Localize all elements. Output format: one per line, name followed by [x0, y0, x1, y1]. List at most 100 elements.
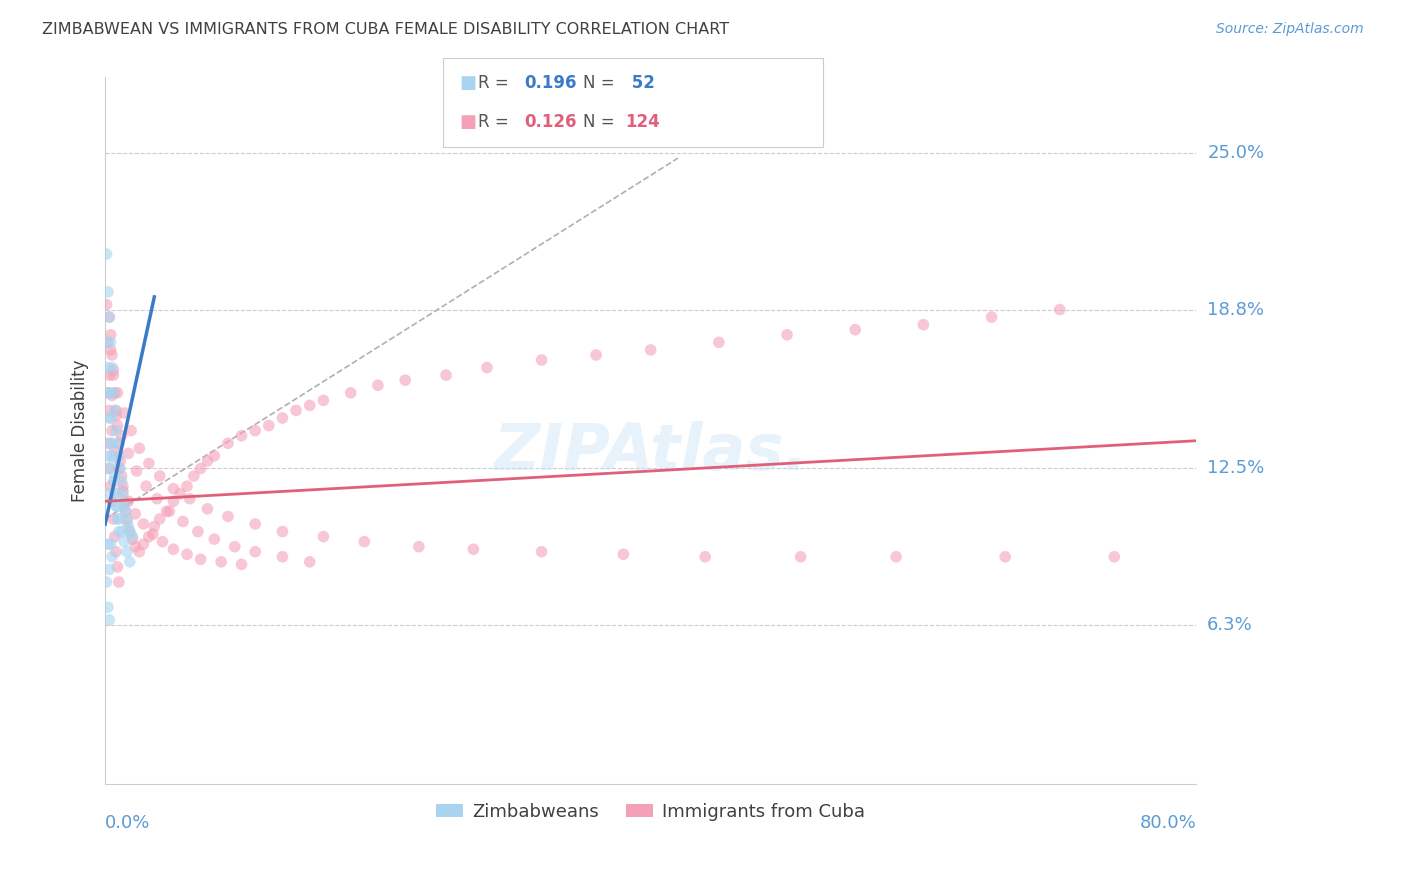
- Point: [176, 479, 198, 493]
- Text: 6.3%: 6.3%: [1208, 615, 1253, 634]
- Point: [96, 247, 118, 261]
- Point: [339, 385, 361, 400]
- Point: [197, 501, 219, 516]
- Point: [97, 385, 120, 400]
- Point: [209, 555, 232, 569]
- Point: [152, 534, 174, 549]
- Point: [100, 327, 122, 342]
- Point: [103, 512, 125, 526]
- Point: [101, 348, 124, 362]
- Point: [118, 524, 141, 539]
- Point: [1104, 549, 1126, 564]
- Point: [104, 486, 127, 500]
- Point: [108, 461, 131, 475]
- Point: [149, 512, 172, 526]
- Point: [111, 486, 134, 500]
- Point: [612, 547, 634, 561]
- Point: [103, 368, 125, 383]
- Text: R =: R =: [478, 113, 515, 131]
- Point: [98, 385, 121, 400]
- Point: [434, 368, 457, 383]
- Text: 12.5%: 12.5%: [1208, 459, 1264, 477]
- Point: [97, 335, 120, 350]
- Point: [110, 524, 132, 539]
- Point: [100, 479, 122, 493]
- Point: [132, 537, 155, 551]
- Point: [97, 285, 120, 299]
- Point: [245, 545, 267, 559]
- Point: [108, 454, 131, 468]
- Point: [640, 343, 662, 357]
- Legend: Zimbabweans, Immigrants from Cuba: Zimbabweans, Immigrants from Cuba: [429, 796, 872, 828]
- Point: [98, 562, 121, 576]
- Point: [100, 537, 122, 551]
- Point: [97, 600, 120, 615]
- Point: [100, 335, 122, 350]
- Point: [112, 406, 135, 420]
- Point: [118, 524, 141, 539]
- Point: [157, 504, 180, 518]
- Point: [101, 424, 124, 438]
- Point: [117, 494, 139, 508]
- Point: [114, 504, 136, 518]
- Point: [111, 479, 134, 493]
- Point: [107, 385, 129, 400]
- Point: [107, 418, 129, 433]
- Text: Source: ZipAtlas.com: Source: ZipAtlas.com: [1216, 22, 1364, 37]
- Point: [118, 555, 141, 569]
- Point: [187, 524, 209, 539]
- Point: [105, 545, 128, 559]
- Point: [108, 574, 131, 589]
- Point: [408, 540, 430, 554]
- Point: [107, 512, 129, 526]
- Point: [789, 549, 811, 564]
- Text: ZIPAtlas.: ZIPAtlas.: [494, 421, 808, 483]
- Point: [98, 310, 121, 325]
- Point: [202, 532, 225, 546]
- Text: ZIMBABWEAN VS IMMIGRANTS FROM CUBA FEMALE DISABILITY CORRELATION CHART: ZIMBABWEAN VS IMMIGRANTS FROM CUBA FEMAL…: [42, 22, 730, 37]
- Point: [707, 335, 730, 350]
- Point: [107, 436, 129, 450]
- Point: [97, 436, 120, 450]
- Point: [101, 449, 124, 463]
- Point: [271, 524, 294, 539]
- Point: [111, 484, 134, 499]
- Point: [143, 519, 166, 533]
- Text: 124: 124: [626, 113, 661, 131]
- Point: [103, 385, 125, 400]
- Point: [104, 469, 127, 483]
- Text: 0.0%: 0.0%: [105, 814, 150, 832]
- Point: [231, 428, 253, 442]
- Point: [117, 446, 139, 460]
- Point: [162, 542, 184, 557]
- Point: [107, 560, 129, 574]
- Point: [98, 486, 121, 500]
- Point: [257, 418, 280, 433]
- Point: [183, 469, 205, 483]
- Point: [107, 500, 129, 514]
- Point: [138, 530, 160, 544]
- Point: [98, 461, 121, 475]
- Point: [224, 540, 246, 554]
- Point: [121, 532, 143, 546]
- Point: [100, 411, 122, 425]
- Point: [128, 442, 150, 456]
- Point: [217, 509, 239, 524]
- Point: [103, 363, 125, 377]
- Point: [285, 403, 308, 417]
- Point: [108, 524, 131, 539]
- Point: [96, 297, 118, 311]
- Point: [776, 327, 799, 342]
- Point: [1049, 302, 1071, 317]
- Point: [912, 318, 935, 332]
- Point: [475, 360, 498, 375]
- Point: [124, 540, 146, 554]
- Point: [98, 613, 121, 627]
- Point: [101, 388, 124, 402]
- Text: N =: N =: [583, 74, 620, 92]
- Point: [110, 469, 132, 483]
- Point: [202, 449, 225, 463]
- Point: [176, 547, 198, 561]
- Point: [98, 403, 121, 417]
- Text: 18.8%: 18.8%: [1208, 301, 1264, 318]
